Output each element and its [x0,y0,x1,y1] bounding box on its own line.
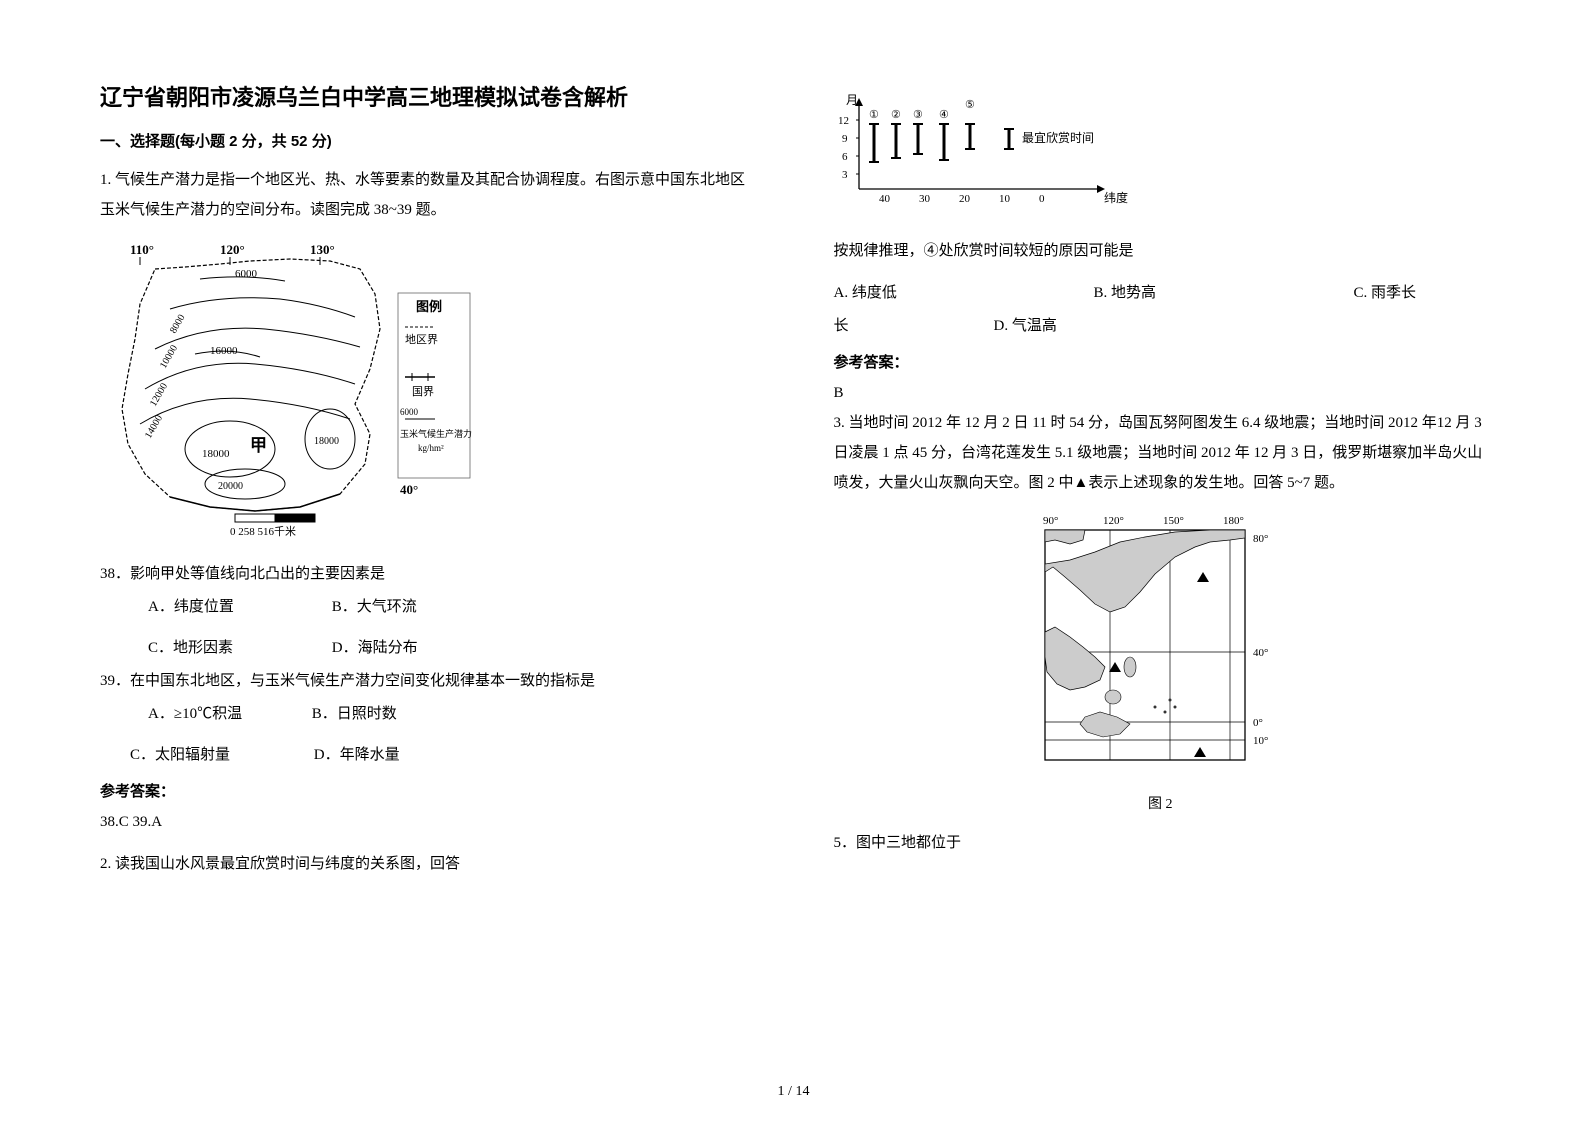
q2-ans-header: 参考答案： [834,351,1488,372]
svg-text:③: ③ [913,109,923,121]
svg-text:40: 40 [879,193,891,205]
svg-text:甲: 甲 [250,436,267,455]
svg-text:20: 20 [959,193,971,205]
q3-caption: 图 2 [834,793,1488,813]
svg-text:90°: 90° [1043,515,1058,527]
q39-opts-ab: A．≥10℃积温 B．日照时数 [100,698,754,731]
left-column: 辽宁省朝阳市凌源乌兰白中学高三地理模拟试卷含解析 一、选择题(每小题 2 分，共… [100,80,754,887]
svg-text:④: ④ [939,109,949,121]
svg-text:120°: 120° [220,242,245,257]
q1-intro: 1. 气候生产潜力是指一个地区光、热、水等要素的数量及其配合协调程度。右图示意中… [100,165,754,225]
svg-text:①: ① [869,109,879,121]
q2-intro: 2. 读我国山水风景最宜欣赏时间与纬度的关系图，回答 [100,849,754,879]
svg-text:0 258 516千米: 0 258 516千米 [230,525,296,538]
svg-text:40°: 40° [1253,647,1268,659]
svg-text:国界: 国界 [412,385,434,398]
svg-text:18000: 18000 [202,448,230,460]
svg-text:16000: 16000 [210,345,238,357]
q1-ans: 38.C 39.A [100,807,754,837]
q39-opts-cd: C．太阳辐射量 D．年降水量 [100,739,754,772]
svg-text:9: 9 [842,133,848,145]
q2-opts-row2: 长 D. 气温高 [834,310,1488,343]
q3-intro: 3. 当地时间 2012 年 12 月 2 日 11 时 54 分，岛国瓦努阿图… [834,408,1488,498]
svg-text:10°: 10° [1253,735,1268,747]
svg-text:6: 6 [842,151,848,163]
svg-text:130°: 130° [310,242,335,257]
q2-chart: 月 纬度 3 6 9 12 40 30 20 10 0 [834,94,1488,219]
q38-stem: 38．影响甲处等值线向北凸出的主要因素是 [100,558,754,591]
svg-text:30: 30 [919,193,931,205]
svg-text:18000: 18000 [314,436,339,447]
right-column: 月 纬度 3 6 9 12 40 30 20 10 0 [834,80,1488,887]
section-header: 一、选择题(每小题 2 分，共 52 分) [100,130,754,151]
svg-text:②: ② [891,109,901,121]
svg-text:0: 0 [1039,193,1045,205]
q1-figure: 110° 120° 130° 50° 40° 6000 8000 [100,239,754,544]
svg-text:0°: 0° [1253,717,1263,729]
q2-stem: 按规律推理，④处欣赏时间较短的原因可能是 [834,233,1488,269]
q2-opts-row1: A. 纬度低 B. 地势高 C. 雨季长 [834,277,1488,310]
svg-text:12: 12 [838,115,849,127]
svg-text:玉米气候生产潜力: 玉米气候生产潜力 [400,428,472,439]
svg-text:图例: 图例 [416,299,442,314]
svg-text:120°: 120° [1103,515,1124,527]
svg-text:10000: 10000 [158,343,180,370]
q1-ans-header: 参考答案： [100,780,754,801]
q2-ans: B [834,378,1488,408]
q39-stem: 39．在中国东北地区，与玉米气候生产潜力空间变化规律基本一致的指标是 [100,665,754,698]
svg-text:150°: 150° [1163,515,1184,527]
svg-text:6000: 6000 [235,268,258,280]
svg-text:180°: 180° [1223,515,1244,527]
svg-text:8000: 8000 [168,313,188,336]
svg-text:3: 3 [842,169,848,181]
q38-opts-cd: C．地形因素 D．海陆分布 [100,632,754,665]
svg-text:80°: 80° [1253,533,1268,545]
page-title: 辽宁省朝阳市凌源乌兰白中学高三地理模拟试卷含解析 [100,80,754,112]
svg-text:110°: 110° [130,242,154,257]
svg-text:kg/hm²: kg/hm² [418,443,444,453]
svg-text:14000: 14000 [143,413,165,440]
svg-text:月: 月 [846,94,858,107]
page-number: 1 / 14 [778,1084,810,1100]
svg-text:40°: 40° [400,482,418,497]
svg-text:⑤: ⑤ [965,99,975,111]
svg-text:地区界: 地区界 [405,333,438,346]
q38-opts-ab: A．纬度位置 B．大气环流 [100,591,754,624]
svg-text:最宜欣赏时间: 最宜欣赏时间 [1022,130,1094,145]
svg-text:6000: 6000 [400,407,419,417]
svg-text:20000: 20000 [218,481,243,492]
svg-text:10: 10 [999,193,1011,205]
q3-map: 90° 120° 150° 180° 80° 40° 0° 10° [834,512,1488,813]
svg-text:纬度: 纬度 [1104,190,1128,205]
q5-stem: 5．图中三地都位于 [834,827,1488,860]
